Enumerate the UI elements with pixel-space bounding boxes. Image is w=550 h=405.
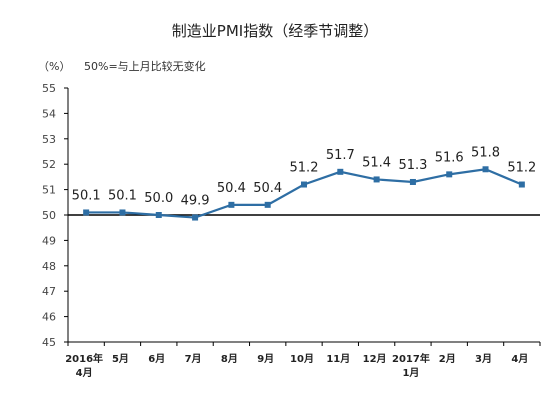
data-point-marker xyxy=(155,212,162,218)
data-point-marker xyxy=(373,176,380,183)
y-tick-label: 53 xyxy=(42,133,56,146)
data-point-marker xyxy=(518,181,525,188)
x-tick-label: 6月 xyxy=(148,353,165,365)
data-point-marker xyxy=(446,171,453,178)
x-tick-label: 9月 xyxy=(257,353,274,365)
x-tick-label: 8月 xyxy=(221,353,238,365)
data-label: 51.2 xyxy=(290,161,319,176)
data-label: 50.1 xyxy=(72,188,101,203)
x-tick-label: 2月 xyxy=(439,353,456,365)
y-tick-label: 54 xyxy=(42,107,56,120)
x-tick-label: 7月 xyxy=(185,353,202,365)
y-tick-label: 55 xyxy=(42,82,56,95)
data-point-marker xyxy=(192,214,199,221)
y-tick-label: 45 xyxy=(42,336,56,349)
x-tick-label: 3月 xyxy=(475,353,492,365)
y-tick-label: 48 xyxy=(42,260,56,273)
x-tick-label: 10月 xyxy=(290,353,314,365)
y-tick-label: 52 xyxy=(42,158,56,171)
x-tick-label: 11月 xyxy=(326,353,350,365)
data-point-marker xyxy=(409,178,416,185)
baseline-note: 50%=与上月比较无变化 xyxy=(84,60,206,73)
x-tick-label: 12月 xyxy=(363,353,387,365)
x-tick-label: 4月 xyxy=(76,367,93,379)
x-tick-label: 5月 xyxy=(112,353,129,365)
y-tick-label: 47 xyxy=(42,285,56,298)
data-point-marker xyxy=(264,201,271,208)
x-tick-label: 2017年 xyxy=(392,352,430,365)
data-point-marker xyxy=(119,209,126,216)
data-point-marker xyxy=(301,181,307,188)
y-axis-unit-label: （%） xyxy=(38,60,71,73)
data-point-marker xyxy=(83,209,90,216)
data-label: 51.3 xyxy=(398,158,427,173)
data-point-marker xyxy=(482,166,489,173)
data-label: 51.4 xyxy=(362,155,391,170)
x-tick-label: 4月 xyxy=(511,353,528,365)
data-label: 51.7 xyxy=(326,148,355,163)
y-tick-label: 51 xyxy=(42,184,56,197)
chart-title: 制造业PMI指数（经季节调整） xyxy=(171,22,379,40)
data-point-marker xyxy=(337,168,344,175)
data-point-marker xyxy=(228,201,235,208)
data-label: 49.9 xyxy=(181,194,210,209)
data-label: 51.8 xyxy=(471,145,500,160)
y-tick-label: 49 xyxy=(42,234,56,247)
data-label: 51.2 xyxy=(507,161,536,176)
data-label: 50.0 xyxy=(144,191,173,206)
data-label: 51.6 xyxy=(435,150,464,165)
data-label: 50.4 xyxy=(253,181,282,196)
x-tick-label: 2016年 xyxy=(65,352,103,365)
y-tick-label: 50 xyxy=(42,209,56,222)
y-tick-label: 46 xyxy=(42,311,56,324)
data-label: 50.4 xyxy=(217,181,246,196)
x-tick-label: 1月 xyxy=(402,367,419,379)
data-label: 50.1 xyxy=(108,188,137,203)
